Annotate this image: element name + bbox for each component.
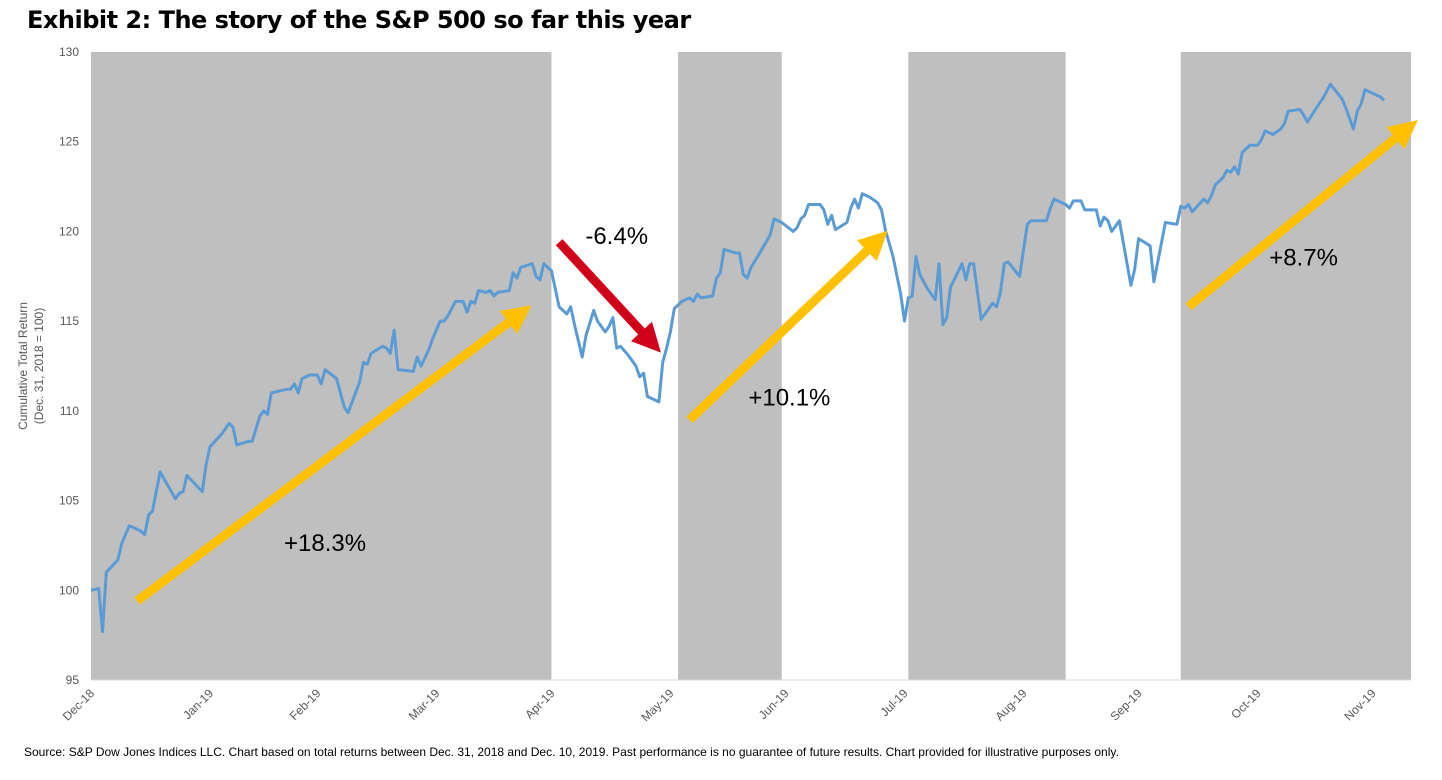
shaded-bands (91, 52, 1411, 680)
x-tick-label: Nov-19 (1341, 686, 1378, 723)
x-tick-label: Feb-19 (287, 686, 324, 723)
shaded-band-3 (1180, 52, 1411, 680)
y-tick-labels: 95 100 105 110 115 120 125 130 (59, 45, 79, 687)
y-tick-label: 130 (59, 45, 79, 59)
y-axis-label-sub: (Dec. 31, 2018 = 100) (32, 308, 46, 424)
y-axis-label: Cumulative Total Return (16, 302, 30, 430)
y-tick-label: 125 (59, 135, 79, 149)
y-tick-label: 110 (60, 404, 79, 418)
x-tick-label: May-19 (638, 686, 676, 724)
up-arrow-3 (1185, 120, 1418, 311)
x-tick-label: Apr-19 (522, 686, 558, 722)
y-tick-label: 105 (59, 494, 79, 508)
y-tick-label: 95 (66, 673, 80, 687)
annotation-label-0: +18.3% (284, 530, 366, 557)
x-tick-label: Sep-19 (1107, 686, 1144, 723)
annotation-label-3: +8.7% (1269, 245, 1338, 272)
shaded-band-1 (678, 52, 782, 680)
x-tick-label: Jul-19 (878, 686, 911, 719)
series-line-sp500 (90, 82, 1386, 634)
down-arrow-1 (555, 239, 661, 353)
x-tick-label: Jan-19 (180, 686, 216, 722)
source-footnote: Source: S&P Dow Jones Indices LLC. Chart… (24, 745, 1119, 759)
y-tick-label: 100 (59, 583, 79, 597)
up-arrow-0 (134, 305, 532, 605)
y-tick-label: 115 (60, 314, 79, 328)
chart-svg: 95 100 105 110 115 120 125 130 Dec-18 Jan-19 Feb-… (16, 45, 1418, 724)
up-arrow-2 (686, 230, 888, 424)
y-tick-label: 120 (59, 224, 79, 238)
shaded-band-2 (908, 52, 1066, 680)
annotations: +18.3% -6.4% +10.1% +8.7% (134, 120, 1418, 605)
x-tick-label: Dec-18 (60, 686, 97, 723)
x-tick-labels: Dec-18 Jan-19 Feb-19 Mar-19 Apr-19 May-19 Jun-… (60, 686, 1379, 724)
x-tick-label: Aug-19 (992, 686, 1029, 723)
x-tick-label: Oct-19 (1228, 686, 1264, 722)
annotation-label-1: -6.4% (585, 223, 648, 250)
x-tick-label: Mar-19 (406, 686, 443, 723)
chart-title: Exhibit 2: The story of the S&P 500 so f… (27, 6, 691, 34)
annotation-label-2: +10.1% (748, 384, 830, 411)
x-tick-label: Jun-19 (756, 686, 792, 722)
